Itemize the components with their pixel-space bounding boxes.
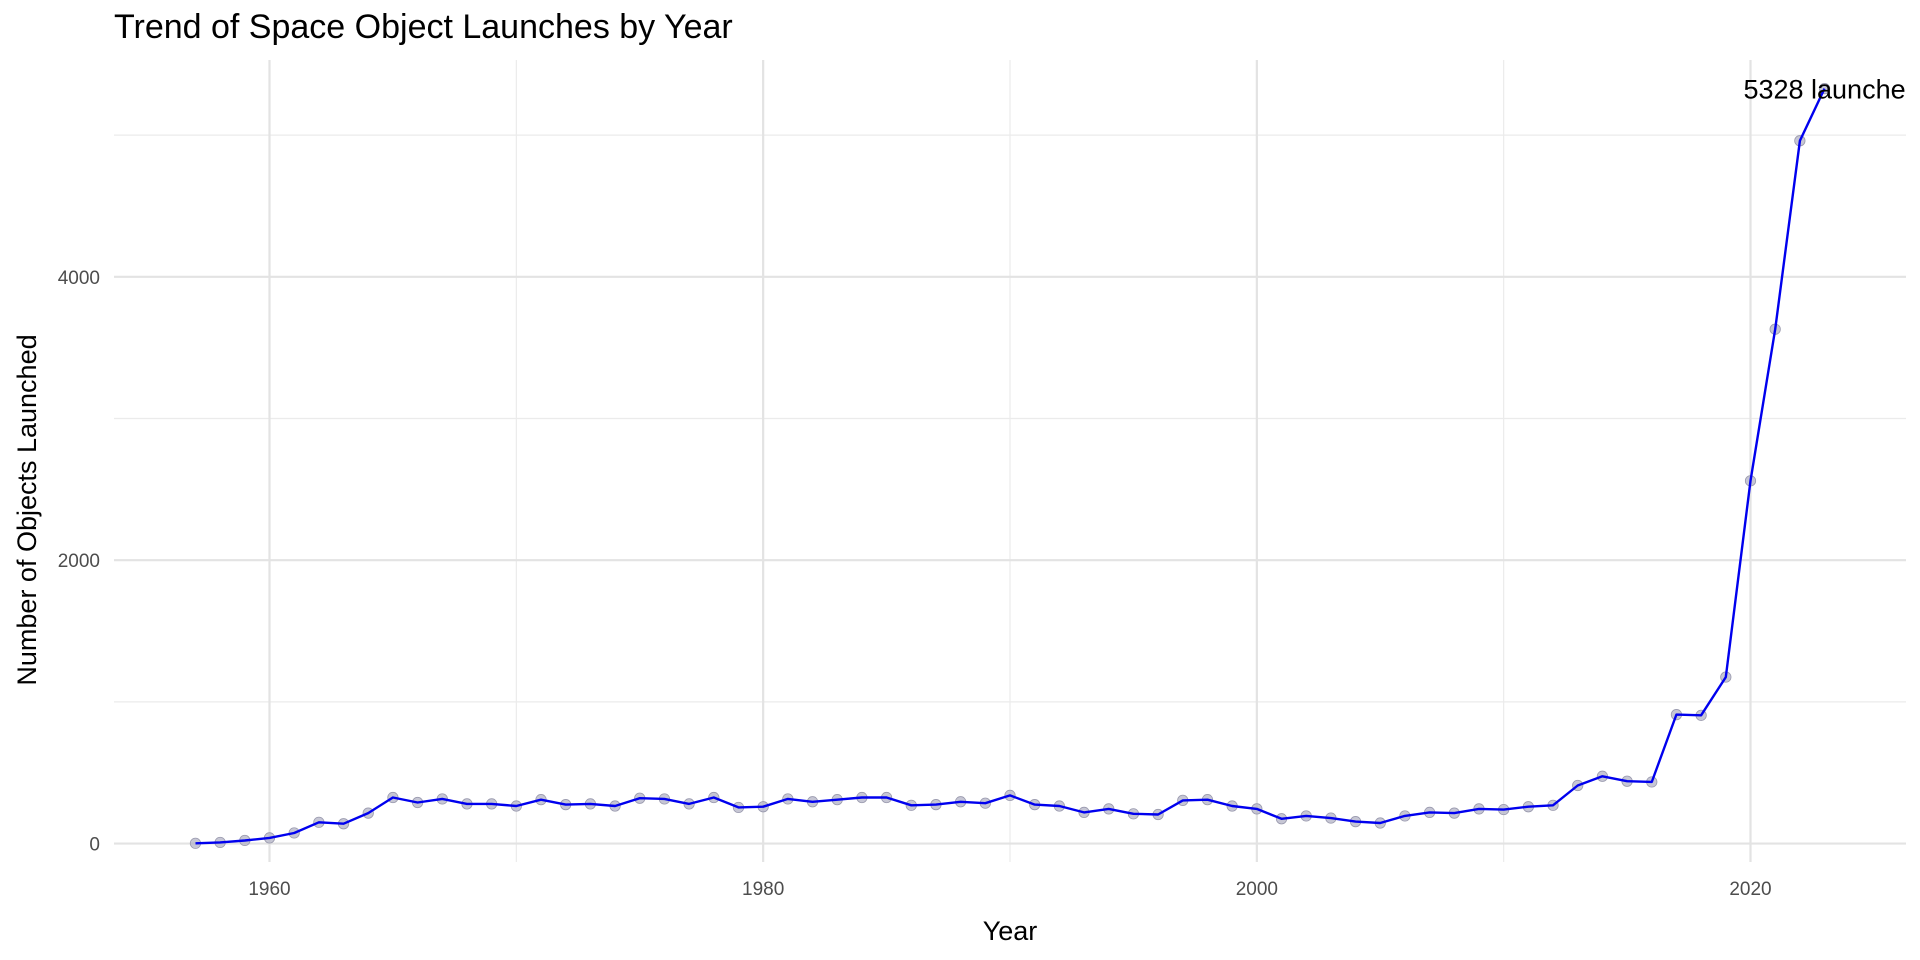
tick-labels: 1960 1980 2000 2020 0 2000 4000 xyxy=(58,268,1772,900)
x-tick-label: 2000 xyxy=(1236,879,1278,900)
x-tick-label: 1980 xyxy=(742,879,784,900)
x-axis-title: Year xyxy=(983,916,1038,946)
minor-gridlines xyxy=(114,60,1906,862)
major-gridlines xyxy=(114,60,1906,862)
annotation-label: 5328 launche xyxy=(1743,75,1905,105)
y-tick-label: 0 xyxy=(89,835,100,856)
series-line xyxy=(195,88,1826,845)
chart-title: Trend of Space Object Launches by Year xyxy=(114,8,733,46)
x-tick-label: 2020 xyxy=(1729,879,1771,900)
x-tick-label: 1960 xyxy=(248,879,290,900)
y-axis-title: Number of Objects Launched xyxy=(12,334,42,685)
y-tick-label: 4000 xyxy=(58,268,100,289)
series-layer: 5328 launche xyxy=(189,75,1906,849)
y-tick-label: 2000 xyxy=(58,551,100,572)
